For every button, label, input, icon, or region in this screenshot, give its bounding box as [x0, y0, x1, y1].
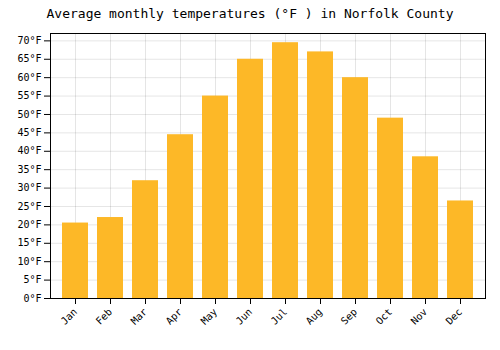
svg-text:Jun: Jun	[234, 306, 255, 327]
svg-text:Aug: Aug	[304, 306, 325, 327]
svg-text:May: May	[199, 306, 220, 327]
svg-text:55°F: 55°F	[17, 90, 41, 101]
svg-text:60°F: 60°F	[17, 72, 41, 83]
svg-text:Apr: Apr	[164, 306, 185, 327]
svg-text:Nov: Nov	[409, 306, 430, 327]
svg-text:65°F: 65°F	[17, 53, 41, 64]
svg-text:30°F: 30°F	[17, 182, 41, 193]
svg-text:10°F: 10°F	[17, 256, 41, 267]
svg-text:Jan: Jan	[59, 306, 80, 327]
svg-text:Oct: Oct	[374, 306, 395, 327]
svg-text:5°F: 5°F	[23, 274, 41, 285]
svg-text:Mar: Mar	[129, 306, 150, 327]
svg-text:50°F: 50°F	[17, 109, 41, 120]
svg-text:25°F: 25°F	[17, 201, 41, 212]
svg-text:45°F: 45°F	[17, 127, 41, 138]
svg-text:Jul: Jul	[269, 306, 290, 327]
svg-text:70°F: 70°F	[17, 35, 41, 46]
svg-text:Feb: Feb	[94, 306, 115, 327]
svg-text:15°F: 15°F	[17, 237, 41, 248]
html-text:Average monthly temperatures (: Average monthly temperatures (°F ) in No…	[46, 6, 454, 21]
svg-text:0°F: 0°F	[23, 293, 41, 304]
svg-text:35°F: 35°F	[17, 164, 41, 175]
svg-text:Sep: Sep	[339, 306, 360, 327]
svg-text:40°F: 40°F	[17, 145, 41, 156]
svg-text:Dec: Dec	[444, 306, 465, 327]
svg-text:20°F: 20°F	[17, 219, 41, 230]
